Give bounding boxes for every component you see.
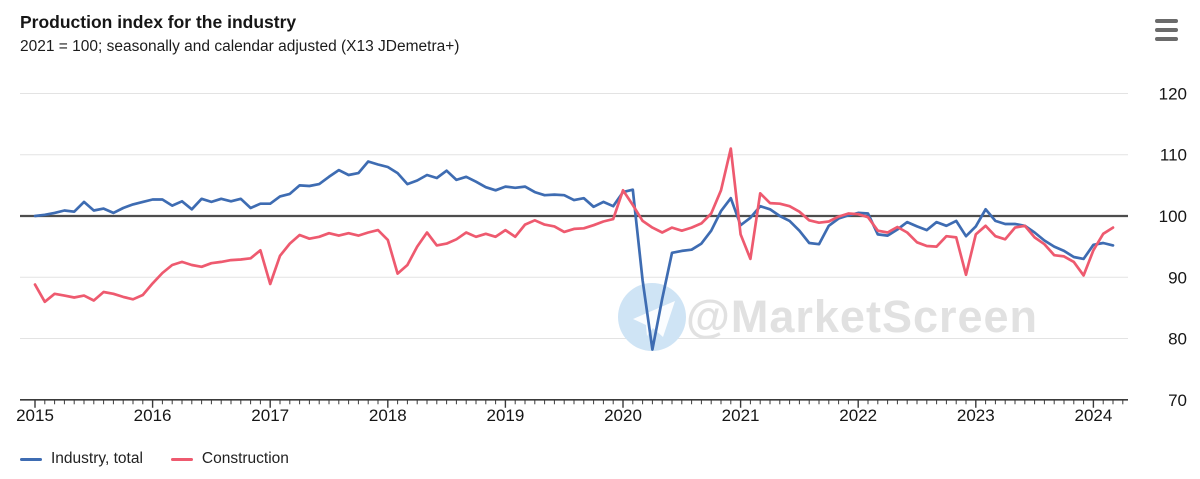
y-tick-label: 80 bbox=[1168, 330, 1187, 349]
industry-total-swatch bbox=[20, 457, 42, 461]
chart-header: Production index for the industry 2021 =… bbox=[20, 12, 459, 56]
x-tick-label: 2015 bbox=[16, 406, 54, 425]
hamburger-menu-icon bbox=[1155, 28, 1178, 32]
series-line-industry-total bbox=[33, 160, 1115, 351]
legend-label: Construction bbox=[201, 450, 289, 467]
legend-label: Industry, total bbox=[51, 450, 143, 467]
chart-legend: Industry, total Construction bbox=[20, 450, 289, 468]
x-tick-label: 2019 bbox=[486, 406, 524, 425]
x-tick-label: 2021 bbox=[722, 406, 760, 425]
x-tick-label: 2018 bbox=[369, 406, 407, 425]
series-line-construction bbox=[33, 147, 1115, 304]
y-tick-label: 110 bbox=[1160, 146, 1187, 165]
x-tick-label: 2016 bbox=[134, 406, 172, 425]
y-tick-label: 70 bbox=[1168, 391, 1187, 410]
x-tick-label: 2022 bbox=[839, 406, 877, 425]
y-tick-label: 90 bbox=[1168, 268, 1187, 287]
legend-item-industry-total[interactable]: Industry, total bbox=[20, 450, 143, 468]
y-tick-label: 120 bbox=[1159, 84, 1187, 103]
x-tick-label: 2017 bbox=[251, 406, 289, 425]
hamburger-menu-icon bbox=[1155, 37, 1178, 41]
chart-subtitle: 2021 = 100; seasonally and calendar adju… bbox=[20, 37, 460, 55]
construction-swatch bbox=[170, 457, 193, 461]
x-tick-label: 2023 bbox=[957, 406, 995, 425]
chart-context-menu-button[interactable] bbox=[1155, 19, 1178, 41]
watermark-text: @MarketScreen bbox=[686, 291, 1038, 342]
telegram-plane-icon bbox=[633, 301, 675, 337]
hamburger-menu-icon bbox=[1155, 19, 1178, 23]
x-tick-label: 2020 bbox=[604, 406, 642, 425]
y-tick-label: 100 bbox=[1159, 207, 1187, 226]
page-title: Production index for the industry bbox=[20, 12, 297, 32]
legend-item-construction[interactable]: Construction bbox=[170, 450, 289, 468]
x-tick-label: 2024 bbox=[1074, 406, 1112, 425]
